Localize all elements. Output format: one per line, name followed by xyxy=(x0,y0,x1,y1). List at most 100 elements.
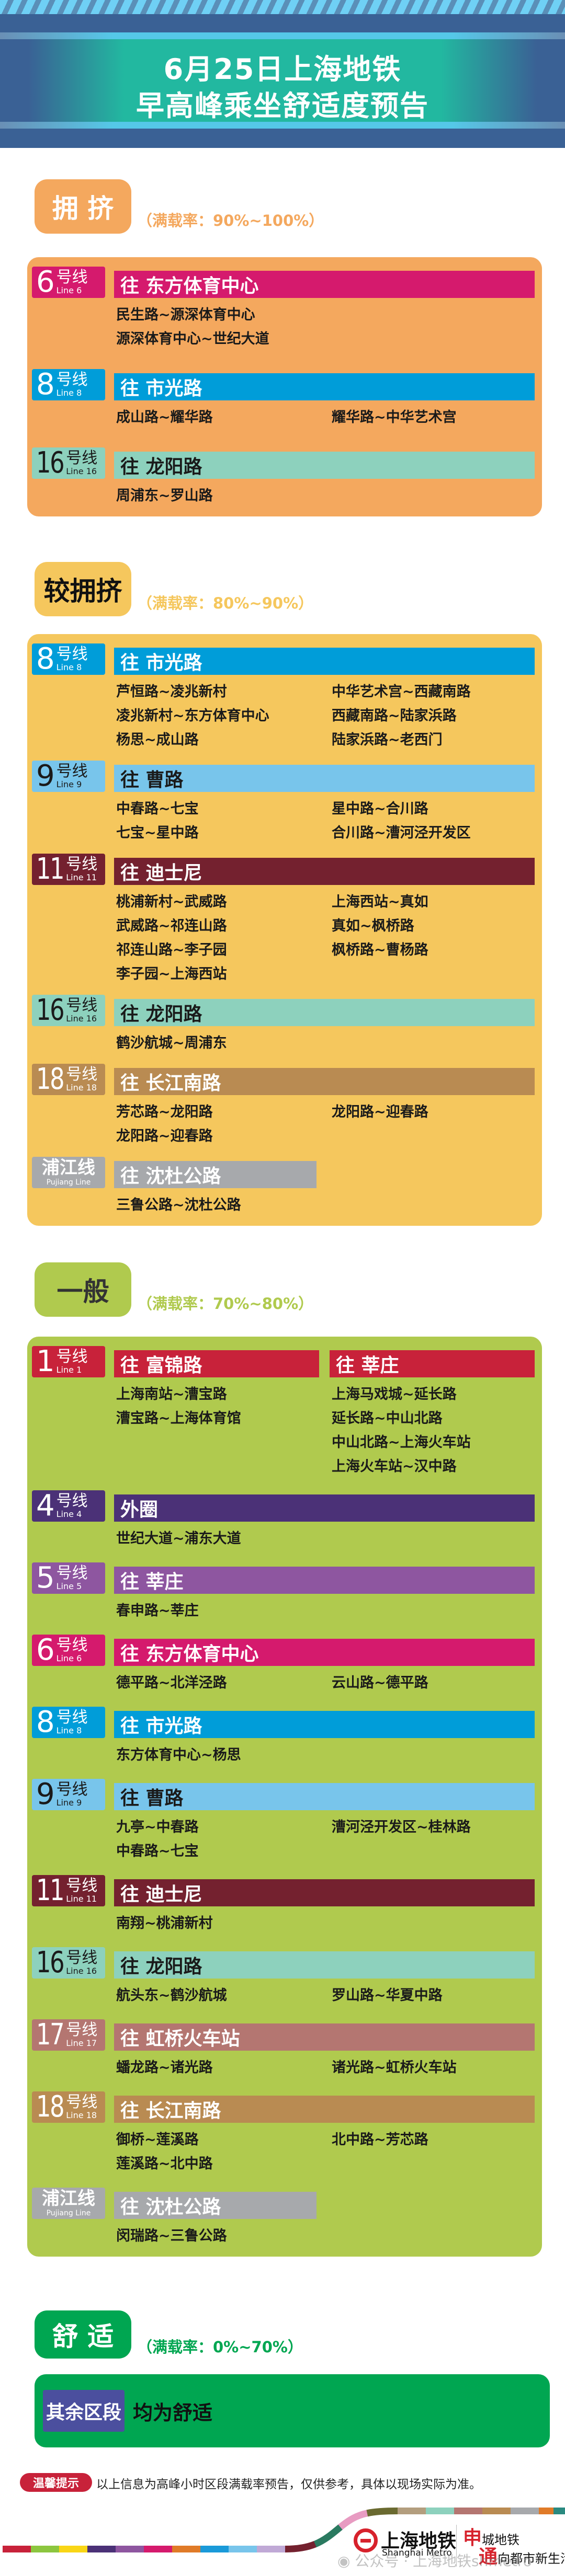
segment: 南翔~桃浦新村 xyxy=(116,1915,213,1931)
line-badge: 4 号线 Line 4 xyxy=(32,1490,105,1522)
segment: 罗山路~华夏中路 xyxy=(332,1987,443,2004)
line-name-en: Line 9 xyxy=(56,1798,82,1808)
line-content: 往 沈杜公路 闵瑞路~三鲁公路 xyxy=(114,2188,535,2248)
segment-column: 芳芯路~龙阳路 龙阳路~迎春路 xyxy=(114,1100,330,1148)
line-block: 4 号线 Line 4 外圈 世纪大道~浦东大道 xyxy=(32,1490,535,1551)
segment-list: 九亭~中春路 中春路~七宝 漕河泾开发区~桂林路 xyxy=(114,1810,535,1864)
segment: 航头东~鹤沙航城 xyxy=(116,1987,227,2004)
tip-badge: 温馨提示 xyxy=(20,2473,92,2492)
segment: 芦恒路~凌兆新村 xyxy=(116,684,227,700)
line-suffix: 号线 xyxy=(56,1564,88,1582)
wechat-icon: ◉ xyxy=(337,2552,355,2570)
line-content: 往 迪士尼 南翔~桃浦新村 xyxy=(114,1875,535,1936)
direction-bar: 往 市光路 xyxy=(114,1711,535,1738)
section-rate-normal: （满载率：70%~80%） xyxy=(137,1295,314,1313)
line-block: 5 号线 Line 5 往 莘庄 春申路~莘庄 xyxy=(32,1562,535,1623)
segment: 延长路~中山北路 xyxy=(332,1410,443,1427)
line-suffix: 号线 xyxy=(66,855,98,873)
line-number: 9 xyxy=(36,1777,55,1811)
direction: 往 市光路 东方体育中心~杨思 xyxy=(114,1707,535,1767)
line-name-en: Line 11 xyxy=(66,1894,97,1904)
metro-line-segment xyxy=(482,2508,511,2514)
line-suffix: 号线 xyxy=(66,2093,98,2111)
segment: 芳芯路~龙阳路 xyxy=(116,1104,213,1120)
direction: 往 东方体育中心 民生路~源深体育中心 源深体育中心~世纪大道 xyxy=(114,267,535,351)
section-label-normal: 一般 xyxy=(35,1262,131,1317)
line-name-en: Line 5 xyxy=(56,1581,82,1591)
metro-line-segment xyxy=(285,2508,398,2552)
segment: 真如~枫桥路 xyxy=(332,918,414,934)
segment: 周浦东~罗山路 xyxy=(116,488,213,504)
logo-en: Shanghai Metro xyxy=(382,2548,452,2558)
metro-line-segment xyxy=(59,2546,87,2552)
segment-list: 芳芯路~龙阳路 龙阳路~迎春路 龙阳路~迎春路 xyxy=(114,1095,535,1148)
page-title: 6月25日上海地铁 xyxy=(163,53,402,86)
direction-bar: 往 迪士尼 xyxy=(114,858,535,885)
direction-bar: 往 富锦路 xyxy=(114,1350,319,1377)
direction-bar: 往 东方体育中心 xyxy=(114,1639,535,1666)
segment: 莲溪路~北中路 xyxy=(116,2156,213,2172)
segment: 闵瑞路~三鲁公路 xyxy=(116,2228,227,2244)
segment-column: 罗山路~华夏中路 xyxy=(330,1984,535,2008)
direction: 往 虹桥火车站 蟠龙路~诸光路 诸光路~虹桥火车站 xyxy=(114,2019,535,2080)
segment-list: 世纪大道~浦东大道 xyxy=(114,1522,535,1551)
line-suffix: 号线 xyxy=(66,1877,98,1895)
line-number: 18 xyxy=(36,1062,65,1096)
directions: 往 市光路 东方体育中心~杨思 xyxy=(114,1707,535,1767)
line-number: 8 xyxy=(36,642,55,676)
metro-line-segment xyxy=(553,2508,565,2514)
segment-column: 航头东~鹤沙航城 xyxy=(114,1984,330,2008)
line-block: 8 号线 Line 8 往 市光路 东方体育中心~杨思 xyxy=(32,1707,535,1767)
line-content: 外圈 世纪大道~浦东大道 xyxy=(114,1490,535,1551)
directions: 往 长江南路 御桥~莲溪路 莲溪路~北中路 北中路~芳芯路 xyxy=(114,2091,535,2176)
segment-list: 芦恒路~凌兆新村 凌兆新村~东方体育中心 杨思~成山路 中华艺术宫~西藏南路 西藏南路~… xyxy=(114,675,535,752)
slogan-1-text: 城地铁 xyxy=(482,2533,520,2547)
line-content: 往 曹路 九亭~中春路 中春路~七宝 漕河泾开发区~桂林路 xyxy=(114,1779,535,1864)
direction: 往 曹路 九亭~中春路 中春路~七宝 漕河泾开发区~桂林路 xyxy=(114,1779,535,1864)
segment-column: 龙阳路~迎春路 xyxy=(330,1100,535,1148)
segment: 武威路~祁连山路 xyxy=(116,918,227,934)
watermark: ◉ 公众号 · 上海地铁shmetro xyxy=(337,2550,532,2571)
segment: 龙阳路~迎春路 xyxy=(116,1128,213,1144)
line-label: 号线 Line 17 xyxy=(66,2022,97,2048)
line-label: 号线 Line 11 xyxy=(66,1878,97,1903)
line-block: 18 号线 Line 18 往 长江南路 芳芯路~龙阳路 龙阳路~迎春路 龙阳路~迎春路 xyxy=(32,1064,535,1148)
segment-list: 上海马戏城~延长路 延长路~中山北路 中山北路~上海火车站 上海火车站~汉中路 xyxy=(330,1377,535,1479)
line-suffix: 号线 xyxy=(56,1492,88,1510)
line-name-en: Line 8 xyxy=(56,388,82,398)
line-number: 11 xyxy=(36,1873,65,1907)
line-block: 9 号线 Line 9 往 曹路 九亭~中春路 中春路~七宝 漕河泾开发区~桂林路 xyxy=(32,1779,535,1864)
line-number: 6 xyxy=(36,1633,55,1667)
line-number: 6 xyxy=(36,265,55,299)
directions: 往 东方体育中心 德平路~北洋泾路 云山路~德平路 xyxy=(114,1635,535,1695)
line-number: 9 xyxy=(36,759,55,793)
segment-column: 上海马戏城~延长路 延长路~中山北路 中山北路~上海火车站 上海火车站~汉中路 xyxy=(330,1383,535,1479)
segment: 上海西站~真如 xyxy=(332,894,428,910)
line-badge: 18 号线 Line 18 xyxy=(32,2091,105,2123)
line-label: 号线 Line 9 xyxy=(56,1782,88,1807)
line-badge: 浦江线 Pujiang Line xyxy=(32,1157,105,1188)
line-content: 往 长江南路 芳芯路~龙阳路 龙阳路~迎春路 龙阳路~迎春路 xyxy=(114,1064,535,1148)
segment-column xyxy=(330,484,535,508)
segment: 成山路~耀华路 xyxy=(116,409,213,426)
line-badge: 浦江线 Pujiang Line xyxy=(32,2188,105,2219)
slogan-line-1: 申城地铁 xyxy=(463,2523,519,2550)
directions: 往 东方体育中心 民生路~源深体育中心 源深体育中心~世纪大道 xyxy=(114,267,535,351)
line-name-en: Line 18 xyxy=(66,2110,97,2120)
line-name-en: Line 8 xyxy=(56,662,82,672)
line-suffix: 号线 xyxy=(66,1949,98,1967)
segment: 西藏南路~陆家浜路 xyxy=(332,708,457,724)
directions: 往 沈杜公路 闵瑞路~三鲁公路 xyxy=(114,2188,535,2248)
logo-cn: 上海地铁 xyxy=(381,2531,457,2552)
direction: 往 莘庄 上海马戏城~延长路 延长路~中山北路 中山北路~上海火车站 上海火车站~汉中路 xyxy=(330,1346,535,1479)
line-name-en: Pujiang Line xyxy=(46,2209,91,2217)
metro-line-segment xyxy=(426,2508,454,2514)
segment-list: 桃浦新村~武威路 武威路~祁连山路 祁连山路~李子园 李子园~上海西站 上海西站~真如真… xyxy=(114,885,535,986)
segment: 李子园~上海西站 xyxy=(116,966,227,982)
header-banner: 6月25日上海地铁 早高峰乘坐舒适度预告 xyxy=(0,0,565,148)
line-name-en: Line 16 xyxy=(66,1966,97,1976)
line-block: 6 号线 Line 6 往 东方体育中心 民生路~源深体育中心 源深体育中心~世纪大道 xyxy=(32,267,535,351)
